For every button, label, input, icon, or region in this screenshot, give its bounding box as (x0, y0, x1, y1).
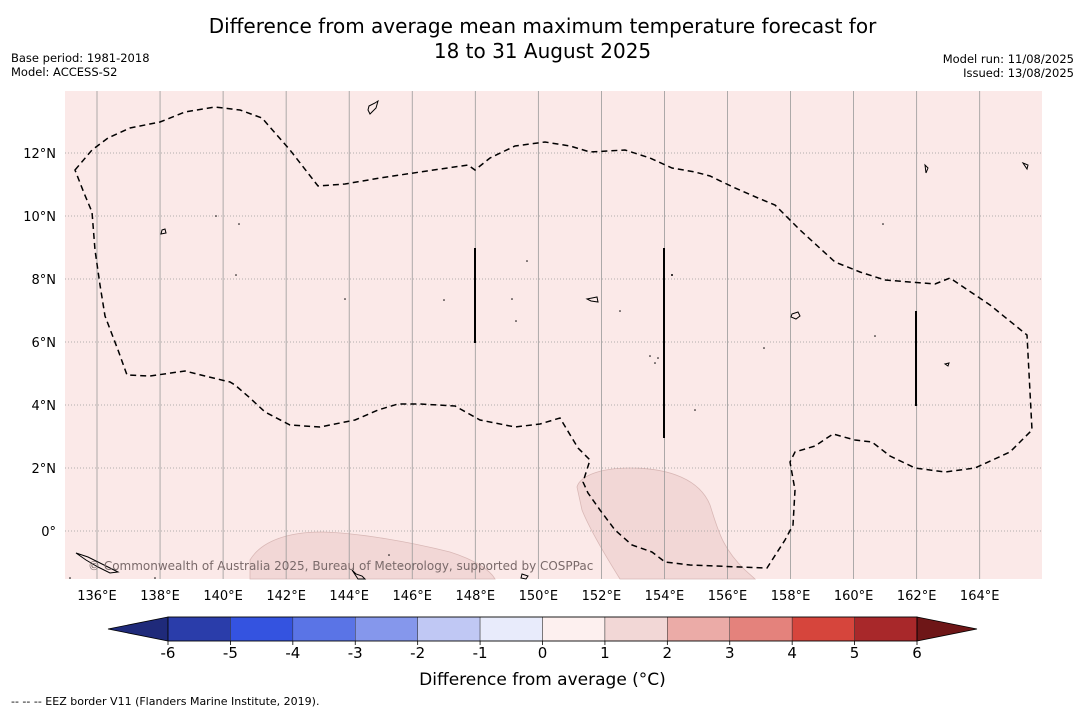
colorbar-tick-label: 3 (725, 644, 735, 662)
latitude-label: 10°N (23, 210, 56, 225)
colorbar-box (417, 616, 481, 642)
longitude-label: 146°E (392, 589, 432, 604)
island-bougainville (520, 573, 529, 580)
footnote-eez: -- -- -- EEZ border V11 (Flanders Marine… (11, 695, 320, 708)
colorbar-box (604, 616, 668, 642)
colorbar-box (479, 616, 543, 642)
issued-date: Issued: 13/08/2025 (963, 66, 1074, 80)
colorbar-box (667, 616, 730, 642)
colorbar-tick-label: -1 (473, 644, 488, 662)
longitude-label: 152°E (582, 589, 622, 604)
colorbar-tick-label: -2 (410, 644, 425, 662)
latitude-label: 6°N (32, 336, 57, 351)
gridlines (65, 91, 1042, 579)
warm-anomaly-patch-central (576, 467, 757, 580)
colorbar-box (791, 616, 855, 642)
latitude-label: 12°N (23, 147, 56, 162)
longitude-label: 162°E (897, 589, 937, 604)
colorbar-tick-label: 5 (850, 644, 860, 662)
atoll-dots (69, 215, 884, 579)
island-yap (160, 228, 167, 235)
colorbar-tick-label: 2 (663, 644, 673, 662)
colorbar-box (292, 616, 356, 642)
colorbar-tick-label: 6 (912, 644, 922, 662)
colorbar-box (854, 616, 918, 642)
longitude-labels: 136°E 138°E 140°E 142°E 144°E 146°E 148°E 150°E… (77, 589, 999, 604)
colorbar (107, 616, 978, 642)
eez-border (74, 106, 1033, 569)
meta-left: Base period: 1981-2018 Model: ACCESS-S2 (11, 51, 150, 79)
latitude-label: 8°N (32, 273, 57, 288)
island-new-guinea-coast (75, 552, 120, 574)
model-run: Model run: 11/08/2025 (942, 52, 1074, 66)
longitude-label: 140°E (203, 589, 243, 604)
longitude-label: 158°E (771, 589, 811, 604)
island-wake (1021, 161, 1029, 171)
longitude-label: 144°E (329, 589, 369, 604)
meta-right: Model run: 11/08/2025 Issued: 13/08/2025 (943, 52, 1074, 80)
colorbar-extend-low (107, 616, 169, 642)
colorbar-tick-label: 1 (600, 644, 610, 662)
longitude-label: 160°E (834, 589, 874, 604)
title-line-2: 18 to 31 August 2025 (433, 39, 652, 63)
chart-title: Difference from average mean maximum tem… (0, 14, 1085, 64)
longitude-label: 150°E (519, 589, 559, 604)
islands (75, 99, 1029, 580)
warm-anomaly-patch-south (249, 531, 496, 580)
latitude-label: 4°N (32, 399, 57, 414)
colorbar-tick-label: -4 (285, 644, 300, 662)
island-pohnpei (790, 311, 801, 320)
colorbar-box (542, 616, 606, 642)
island-chuuk (585, 296, 599, 303)
colorbar-title: Difference from average (°C) (419, 670, 666, 690)
colorbar-tick-label: 0 (538, 644, 548, 662)
latitude-label: 2°N (32, 462, 57, 477)
colorbar-box (729, 616, 793, 642)
island-new-ireland (351, 569, 367, 580)
longitude-label: 154°E (645, 589, 685, 604)
island-kosrae (943, 362, 950, 367)
longitude-label: 164°E (960, 589, 1000, 604)
colorbar-tick-label: 4 (787, 644, 797, 662)
latitude-label: 0° (41, 525, 56, 540)
model-name: Model: ACCESS-S2 (11, 65, 118, 79)
colorbar-tick-label: -3 (348, 644, 363, 662)
longitude-label: 136°E (77, 589, 117, 604)
longitude-label: 138°E (140, 589, 180, 604)
latitude-labels: 12°N 10°N 8°N 6°N 4°N 2°N 0° (23, 147, 56, 540)
title-line-1: Difference from average mean maximum tem… (208, 14, 877, 38)
colorbar-extend-high (916, 616, 978, 642)
colorbar-box (230, 616, 294, 642)
base-period: Base period: 1981-2018 (11, 51, 150, 65)
longitude-label: 142°E (266, 589, 306, 604)
colorbar-box (355, 616, 418, 642)
colorbar-box (167, 616, 231, 642)
island-guam (367, 99, 379, 115)
copyright-notice: © Commonwealth of Australia 2025, Bureau… (88, 559, 593, 573)
longitude-label: 148°E (456, 589, 496, 604)
colorbar-tick-label: -5 (223, 644, 238, 662)
map-background (65, 91, 1042, 579)
longitude-label: 156°E (708, 589, 748, 604)
colorbar-tick-label: -6 (161, 644, 176, 662)
colorbar-tick-labels: -6 -5 -4 -3 -2 -1 0 1 2 3 4 5 6 (161, 641, 922, 662)
island-enewetak (924, 163, 929, 174)
